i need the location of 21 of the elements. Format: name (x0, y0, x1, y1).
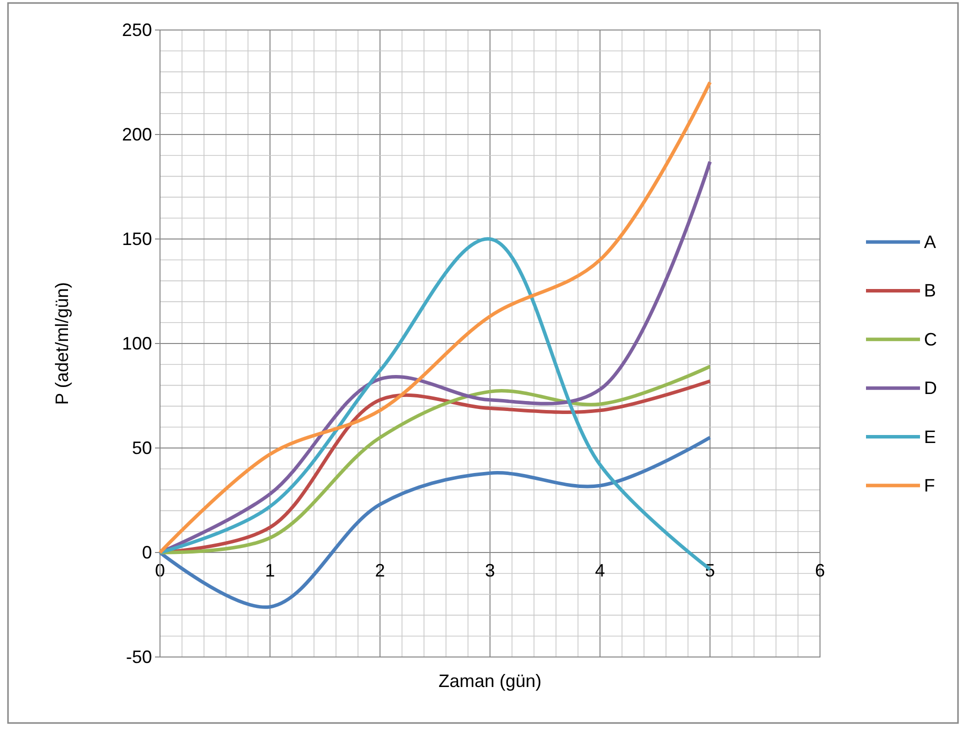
y-axis-title: P (adet/ml/gün) (52, 282, 72, 405)
legend-label: D (924, 378, 937, 398)
legend-label: C (924, 329, 937, 350)
legend-label: A (924, 232, 936, 252)
x-tick-label: 3 (484, 560, 496, 581)
y-tick-label: 50 (132, 438, 152, 458)
y-tick-label: 150 (122, 228, 152, 249)
x-tick-label: 6 (814, 560, 826, 581)
x-axis-title: Zaman (gün) (438, 671, 542, 691)
legend-label: E (924, 426, 936, 447)
legend-label: F (924, 476, 935, 496)
legend-label: B (924, 280, 936, 301)
x-tick-label: 2 (374, 560, 386, 581)
y-tick-label: 200 (122, 124, 152, 144)
y-tick-label: -50 (126, 646, 152, 667)
x-tick-label: 1 (264, 560, 276, 581)
y-tick-label: 250 (122, 20, 152, 40)
x-tick-label: 4 (594, 560, 606, 581)
y-tick-label: 0 (142, 542, 152, 562)
line-series (158, 80, 712, 554)
y-tick-label: 100 (122, 333, 152, 354)
